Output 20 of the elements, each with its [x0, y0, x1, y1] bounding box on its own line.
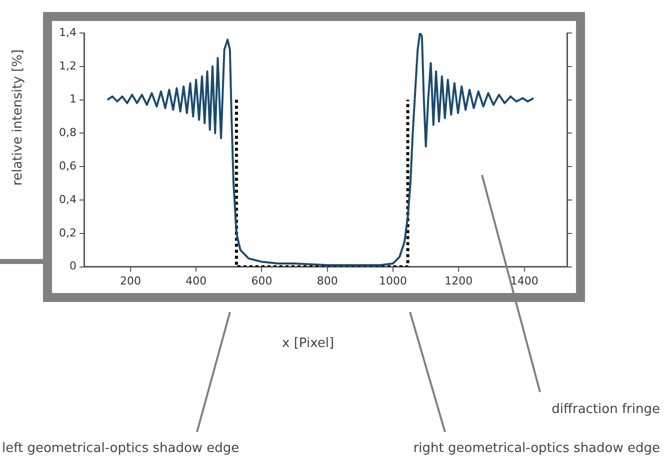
text: right geometrical-optics shadow edge [413, 441, 660, 456]
x-tick-label: 1200 [444, 274, 473, 288]
y-axis-title: relative intensity [%] [10, 48, 26, 188]
x-tick-label: 400 [186, 274, 207, 288]
text: left geometrical-optics shadow edge [2, 441, 240, 456]
x-tick-label: 1400 [510, 274, 538, 288]
y-tick-label: 0,4 [58, 192, 76, 206]
y-tick-label: 1 [69, 92, 76, 106]
x-tick-label: 1000 [379, 274, 408, 288]
x-tick-label: 200 [120, 274, 141, 288]
y-tick-label: 0,2 [58, 226, 76, 240]
y-tick-label: 1,4 [58, 26, 76, 39]
y-tick-label: 0,8 [58, 126, 76, 140]
text: diffraction fringe [552, 402, 660, 417]
y-tick-label: 1,2 [58, 59, 76, 72]
x-axis-title: x [Pixel] [282, 336, 334, 351]
y-tick-label: 0 [69, 260, 76, 273]
x-tick-label: 600 [251, 274, 272, 288]
x-tick-label: 800 [316, 274, 338, 288]
y-tick-label: 0,6 [58, 159, 76, 172]
